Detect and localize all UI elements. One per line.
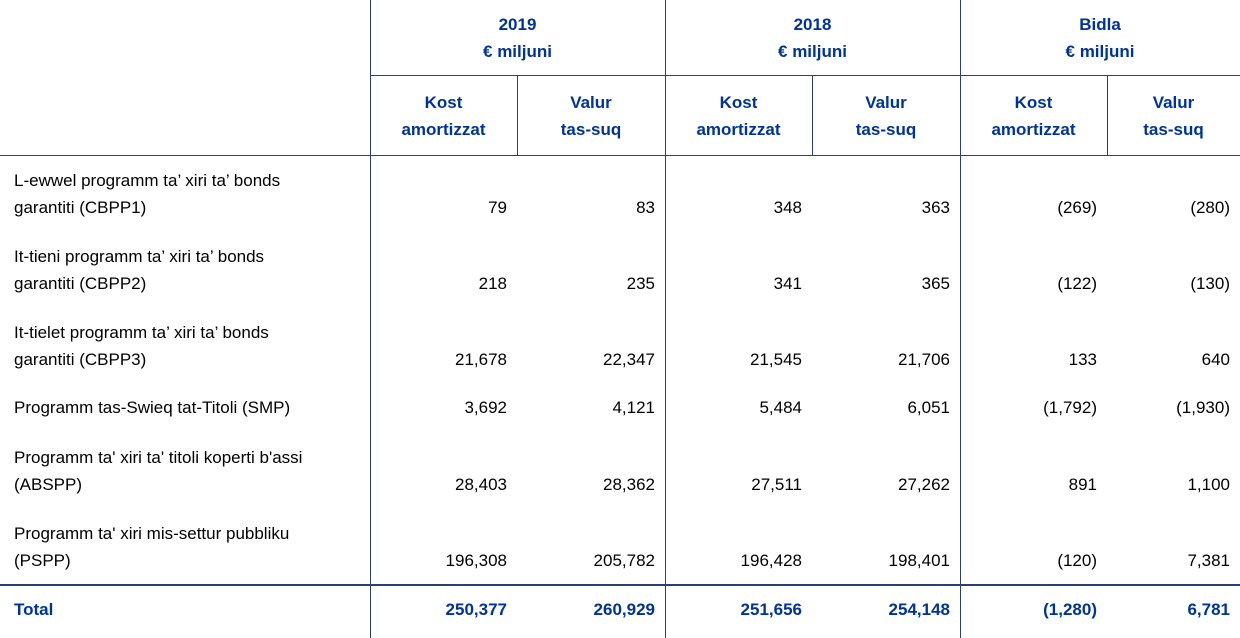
rule [812, 75, 813, 155]
cell-value: 27,262 [898, 475, 950, 494]
cell-value: 21,545 [750, 350, 802, 369]
row-label: garantiti (CBPP3) [14, 350, 147, 369]
row-label: L-ewwel programm ta’ xiri ta’ bonds [14, 171, 281, 190]
cell-value: 4,121 [612, 398, 655, 417]
rule [370, 75, 1240, 76]
row-label: Programm ta' xiri mis-settur pubbliku [14, 524, 290, 543]
cell-value: 196,308 [445, 551, 507, 570]
cell-value: 1,100 [1187, 475, 1230, 494]
row-label: (PSPP) [14, 551, 71, 570]
rule [0, 155, 1240, 156]
group-title: 2018 [793, 15, 832, 34]
column-header: Valur [570, 93, 612, 112]
total-label: Total [14, 600, 54, 619]
cell-value: 6,051 [907, 398, 950, 417]
cell-value: 83 [636, 198, 655, 217]
group-unit: € miljuni [1065, 42, 1135, 61]
group-unit: € miljuni [778, 42, 847, 61]
cell-value: 133 [1068, 350, 1097, 369]
total-value: 260,929 [593, 600, 655, 619]
row-label: It-tielet programm ta’ xiri ta’ bonds [14, 323, 269, 342]
cell-value: 348 [773, 198, 802, 217]
cell-value: 235 [626, 274, 655, 293]
column-header: amortizzat [696, 120, 781, 139]
total-value: 250,377 [445, 600, 507, 619]
cell-value: 22,347 [603, 350, 655, 369]
rule [370, 0, 371, 638]
total-value: 251,656 [740, 600, 802, 619]
row-label: garantiti (CBPP1) [14, 198, 147, 217]
cell-value: 21,706 [898, 350, 950, 369]
row-label: It-tieni programm ta’ xiri ta’ bonds [14, 247, 265, 266]
cell-value: 7,381 [1187, 551, 1230, 570]
cell-value: 198,401 [888, 551, 950, 570]
row-label: (ABSPP) [14, 475, 83, 494]
cell-value: (130) [1190, 274, 1230, 293]
cell-value: (122) [1057, 274, 1097, 293]
cell-value: 640 [1201, 350, 1230, 369]
group-unit: € miljuni [483, 42, 552, 61]
row-label: Programm ta' xiri ta' titoli koperti b'a… [14, 448, 303, 467]
rule [665, 0, 666, 638]
group-title: 2019 [498, 15, 537, 34]
group-title: Bidla [1079, 15, 1121, 34]
cell-value: 5,484 [759, 398, 802, 417]
cell-value: 3,692 [464, 398, 507, 417]
row-label: garantiti (CBPP2) [14, 274, 147, 293]
cell-value: 341 [773, 274, 802, 293]
cell-value: (1,792) [1043, 398, 1097, 417]
cell-value: 218 [478, 274, 507, 293]
cell-value: 365 [921, 274, 950, 293]
column-header: amortizzat [991, 120, 1076, 139]
cell-value: 79 [488, 198, 507, 217]
column-header: tas-suq [1143, 120, 1204, 139]
cell-value: (1,930) [1176, 398, 1230, 417]
total-value: 254,148 [888, 600, 950, 619]
cell-value: 891 [1068, 475, 1097, 494]
cell-value: (120) [1057, 551, 1097, 570]
rule [517, 75, 518, 155]
column-header: Kost [1014, 93, 1053, 112]
row-label: Programm tas-Swieq tat-Titoli (SMP) [14, 398, 291, 417]
column-header: Kost [424, 93, 463, 112]
column-header: Valur [1152, 93, 1195, 112]
cell-value: (280) [1190, 198, 1230, 217]
cell-value: 28,362 [603, 475, 655, 494]
column-header: Kost [719, 93, 758, 112]
rule [960, 0, 961, 638]
column-header: tas-suq [560, 120, 622, 139]
total-value: 6,781 [1187, 600, 1230, 619]
column-header: amortizzat [401, 120, 486, 139]
rule [1107, 75, 1108, 155]
cell-value: (269) [1057, 198, 1097, 217]
total-value: (1,280) [1043, 600, 1097, 619]
cell-value: 363 [921, 198, 950, 217]
column-header: tas-suq [855, 120, 917, 139]
column-header: Valur [865, 93, 907, 112]
cell-value: 28,403 [455, 475, 507, 494]
cell-value: 196,428 [740, 551, 802, 570]
cell-value: 21,678 [455, 350, 507, 369]
cell-value: 27,511 [751, 475, 802, 494]
rule [0, 584, 1240, 586]
cell-value: 205,782 [593, 551, 655, 570]
